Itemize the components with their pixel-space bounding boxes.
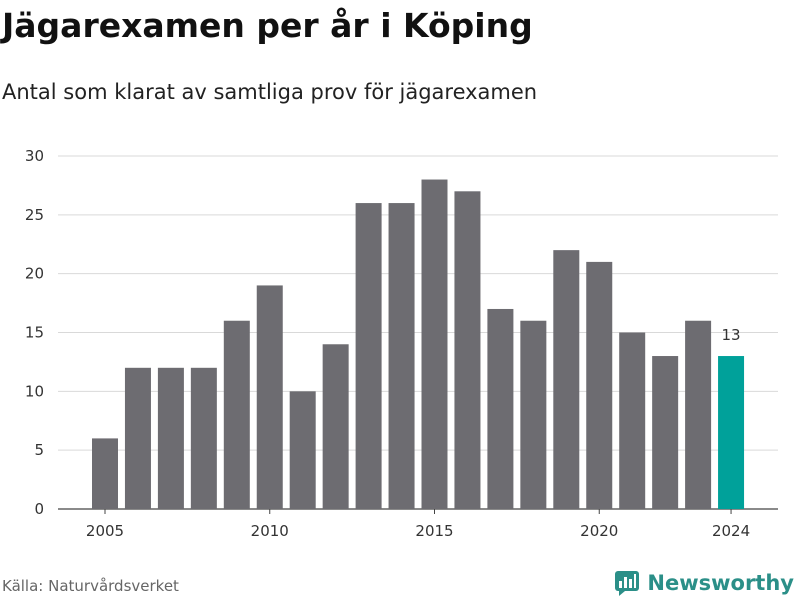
bar-2018 — [520, 320, 547, 509]
bars — [92, 179, 745, 510]
x-axis: 2005 2010 2015 2020 2024 — [86, 509, 750, 540]
bar-chart: 0 5 10 15 20 25 30 2005 2010 2015 2020 2024 13 — [25, 147, 778, 540]
brand-name: Newsworthy — [647, 571, 794, 595]
y-tick-label: 25 — [25, 206, 44, 224]
bar-2007 — [157, 367, 184, 509]
x-tick-label: 2024 — [712, 522, 750, 540]
bar-2010 — [256, 285, 283, 509]
bar-2016 — [454, 191, 481, 510]
data-label: 13 — [722, 326, 741, 344]
y-tick-label: 0 — [34, 500, 44, 518]
bar-2019 — [553, 250, 580, 509]
bar-2006 — [124, 367, 151, 509]
chart-subtitle: Antal som klarat av samtliga prov för jä… — [2, 80, 538, 104]
source-note: Källa: Naturvårdsverket — [2, 577, 179, 595]
y-tick-label: 30 — [25, 147, 44, 165]
bar-2009 — [223, 320, 250, 509]
bar-2014 — [388, 203, 415, 510]
bar-2008 — [190, 367, 217, 509]
y-tick-label: 20 — [25, 265, 44, 283]
brand-logo: Newsworthy — [613, 569, 794, 597]
bar-2015 — [421, 179, 448, 509]
y-tick-label: 5 — [34, 441, 44, 459]
bar-2011 — [289, 391, 316, 509]
y-axis: 0 5 10 15 20 25 30 — [25, 147, 44, 518]
bar-2022 — [652, 356, 679, 509]
x-tick-label: 2005 — [86, 522, 124, 540]
bar-2020 — [586, 261, 613, 509]
bar-2024 — [718, 356, 745, 509]
x-tick-label: 2010 — [251, 522, 289, 540]
data-labels: 13 — [722, 326, 741, 344]
bar-2023 — [685, 320, 712, 509]
bar-2017 — [487, 308, 514, 509]
y-tick-label: 10 — [25, 382, 44, 400]
bar-2013 — [355, 203, 382, 510]
bar-2012 — [322, 344, 349, 509]
x-tick-label: 2020 — [580, 522, 618, 540]
y-tick-label: 15 — [25, 324, 44, 342]
chart-title: Jägarexamen per år i Köping — [2, 6, 533, 45]
x-tick-label: 2015 — [415, 522, 453, 540]
bar-2021 — [619, 332, 646, 509]
bar-chart-bubble-icon — [615, 571, 640, 596]
bar-2005 — [92, 438, 118, 509]
